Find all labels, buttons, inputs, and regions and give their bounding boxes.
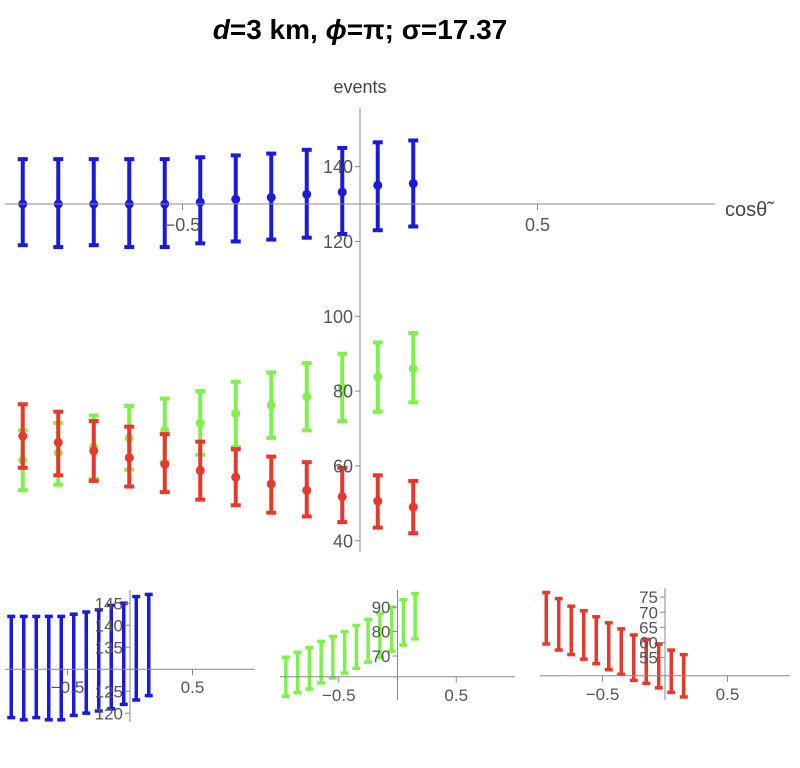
main-blue-point <box>373 180 383 190</box>
title-phi-var: ϕ <box>325 14 347 45</box>
inset-red-red-point <box>669 669 673 673</box>
inset-blue-blue-point <box>147 643 151 647</box>
inset-red-red-point <box>544 616 548 620</box>
main-red-point <box>18 431 28 441</box>
main-red-point <box>231 472 241 482</box>
inset-red-y-tick-label: 65 <box>639 618 658 637</box>
inset-red-red-point <box>619 650 623 654</box>
inset-red-red-point <box>569 628 573 632</box>
main-green-point <box>195 418 205 428</box>
inset-green-green-point <box>354 644 358 648</box>
inset-red-red-point <box>557 621 561 625</box>
main-blue-point <box>337 187 347 197</box>
inset-red-red-point <box>582 634 586 638</box>
title-d-var: d <box>212 14 230 45</box>
inset-blue-blue-point <box>72 665 76 669</box>
main-red-point <box>408 502 418 512</box>
main-green-point <box>408 364 418 374</box>
inset-green-green-point <box>296 670 300 674</box>
main-green-point <box>302 392 312 402</box>
main-y-tick-label: 60 <box>333 456 353 476</box>
main-blue-point <box>266 192 276 202</box>
y-axis-label: events <box>333 77 386 97</box>
inset-blue-y-tick-label: 135 <box>95 638 123 657</box>
inset-green-green-point <box>413 615 417 619</box>
inset-red-y-tick-label: 75 <box>639 588 658 607</box>
inset-red-red-point <box>632 655 636 659</box>
inset-blue-blue-point <box>109 656 113 660</box>
inset-red-red-point <box>594 639 598 643</box>
main-y-tick-label: 40 <box>333 531 353 551</box>
inset-green-y-tick-label: 80 <box>372 623 391 642</box>
main-red-point <box>53 437 63 447</box>
main-red-point <box>373 496 383 506</box>
inset-green-x-tick-label: −0.5 <box>322 686 356 705</box>
main-blue-point <box>302 189 312 199</box>
inset-green-y-tick-label: 70 <box>372 647 391 666</box>
inset-blue-y-tick-label: 125 <box>95 682 123 701</box>
inset-blue-x-tick-label: 0.5 <box>181 678 205 697</box>
main-blue-point <box>408 178 418 188</box>
inset-red-y-tick-label: 60 <box>639 634 658 653</box>
main-y-tick-label: 120 <box>323 232 353 252</box>
main-blue-point <box>195 197 205 207</box>
main-green-point <box>373 372 383 382</box>
main-y-tick-label: 140 <box>323 157 353 177</box>
inset-red-red-point <box>644 660 648 664</box>
main-red-point <box>302 485 312 495</box>
chart-title: d=3 km, ϕ=π; σ=17.37 <box>0 14 720 46</box>
inset-blue-blue-point <box>84 661 88 665</box>
inset-red-y-tick-label: 55 <box>639 649 658 668</box>
inset-red-y-tick-label: 70 <box>639 603 658 622</box>
inset-green-green-point <box>378 633 382 637</box>
inset-blue-y-tick-label: 145 <box>95 594 123 613</box>
inset-blue-blue-point <box>122 653 126 657</box>
main-red-point <box>160 459 170 469</box>
main-green-point <box>337 382 347 392</box>
inset-green-green-point <box>401 620 405 624</box>
inset-green-green-point <box>390 627 394 631</box>
inset-green-y-tick-label: 90 <box>372 598 391 617</box>
inset-green-green-point <box>319 660 323 664</box>
inset-red-red-point <box>607 644 611 648</box>
main-y-tick-label: 80 <box>333 382 353 402</box>
main-y-tick-label: 100 <box>323 307 353 327</box>
main-red-point <box>89 446 99 456</box>
inset-red-x-tick-label: 0.5 <box>716 685 740 704</box>
main-red-point <box>337 492 347 502</box>
inset-green-green-point <box>307 666 311 670</box>
main-red-point <box>124 453 134 463</box>
inset-blue-blue-point <box>97 659 101 663</box>
inset-red-red-point <box>657 665 661 669</box>
inset-blue-y-tick-label: 120 <box>95 704 123 723</box>
inset-blue-blue-point <box>134 645 138 649</box>
main-blue-point <box>231 194 241 204</box>
inset-red-x-tick-label: −0.5 <box>586 685 620 704</box>
inset-green-green-point <box>343 650 347 654</box>
inset-green-green-point <box>331 655 335 659</box>
title-rest: =π; σ=17.37 <box>346 14 508 45</box>
inset-blue-x-tick-label: −0.5 <box>51 678 85 697</box>
main-red-point <box>195 465 205 475</box>
main-green-point <box>231 409 241 419</box>
inset-blue-y-tick-label: 140 <box>95 616 123 635</box>
main-x-tick-label: 0.5 <box>525 215 550 235</box>
main-green-point <box>266 400 276 410</box>
x-axis-label: cosθ̃ <box>725 199 774 221</box>
main-red-point <box>266 479 276 489</box>
main-x-tick-label: −0.5 <box>165 215 201 235</box>
inset-green-green-point <box>366 639 370 643</box>
inset-green-x-tick-label: 0.5 <box>444 686 468 705</box>
title-d-text: =3 km, <box>229 14 326 45</box>
